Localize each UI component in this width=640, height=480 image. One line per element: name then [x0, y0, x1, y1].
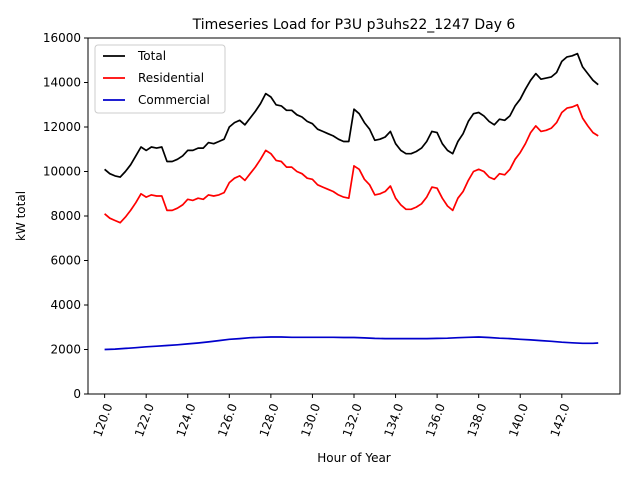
legend-box: [94, 44, 226, 114]
y-tick-label: 2000: [50, 343, 81, 357]
y-tick-label: 12000: [43, 120, 81, 134]
plot-frame: [87, 37, 621, 395]
y-axis-title: kW total: [14, 191, 28, 241]
y-tick-label: 6000: [50, 254, 81, 268]
x-axis-title: Hour of Year: [317, 451, 391, 465]
y-tick-label: 10000: [43, 165, 81, 179]
series-line-total: [104, 52, 599, 178]
series-line-residential: [104, 103, 599, 224]
legend: Total Residential Commercial: [94, 44, 226, 114]
legend-label-commercial: Commercial: [138, 93, 210, 107]
legend-label-total: Total: [137, 49, 166, 63]
series-lines: [104, 52, 599, 351]
y-tick-label: 16000: [43, 31, 81, 45]
chart-title: Timeseries Load for P3U p3uhs22_1247 Day…: [192, 17, 516, 33]
y-tick-label: 8000: [50, 209, 81, 223]
y-axis: 0 2000 4000 6000 8000 10000 12000 14000 16000: [43, 31, 88, 401]
legend-label-residential: Residential: [138, 71, 204, 85]
y-tick-label: 0: [73, 387, 81, 401]
y-tick-label: 4000: [50, 298, 81, 312]
y-tick-label: 14000: [43, 76, 81, 90]
series-line-commercial: [104, 336, 599, 351]
